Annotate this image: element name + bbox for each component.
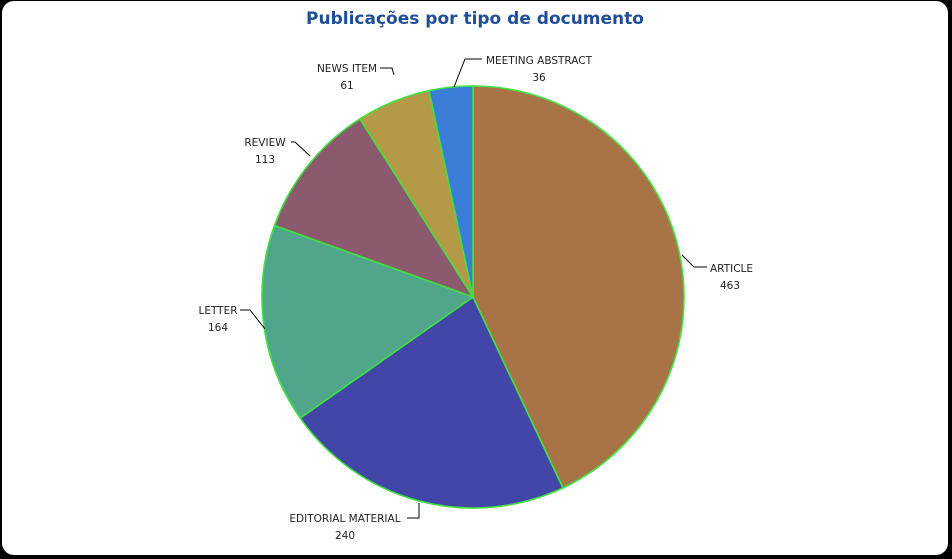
pie-slice-article (472, 85, 685, 489)
slice-label: ARTICLE (710, 263, 753, 275)
pie-slice-editorial-material (299, 295, 565, 509)
slice-value-label: 240 (335, 530, 355, 542)
slice-label: EDITORIAL MATERIAL (289, 513, 400, 525)
slice-value-label: 463 (720, 280, 740, 292)
slice-label: MEETING ABSTRACT (486, 55, 593, 67)
pie-slices (261, 85, 685, 509)
leader-line (681, 254, 707, 268)
leader-line (453, 58, 482, 88)
pie-slice-letter (261, 224, 475, 420)
slice-value-label: 61 (340, 80, 353, 92)
leader-lines (240, 58, 707, 519)
leader-line (380, 67, 395, 76)
slice-value-label: 113 (255, 154, 275, 166)
leader-line (407, 503, 420, 519)
slice-label: REVIEW (244, 137, 286, 149)
leader-line (291, 141, 311, 157)
slice-value-label: 164 (208, 322, 228, 334)
chart-title: Publicações por tipo de documento (306, 9, 644, 29)
slice-value-label: 36 (532, 72, 546, 84)
slice-label: LETTER (198, 305, 237, 317)
leader-line (240, 309, 266, 330)
pie-slice-review (273, 117, 475, 299)
data-labels: ARTICLE 463 EDITORIAL MATERIAL 240 LETTER 164… (198, 55, 753, 542)
pie-slice-meeting-abstract (428, 85, 474, 298)
slice-label: NEWS ITEM (317, 63, 377, 75)
